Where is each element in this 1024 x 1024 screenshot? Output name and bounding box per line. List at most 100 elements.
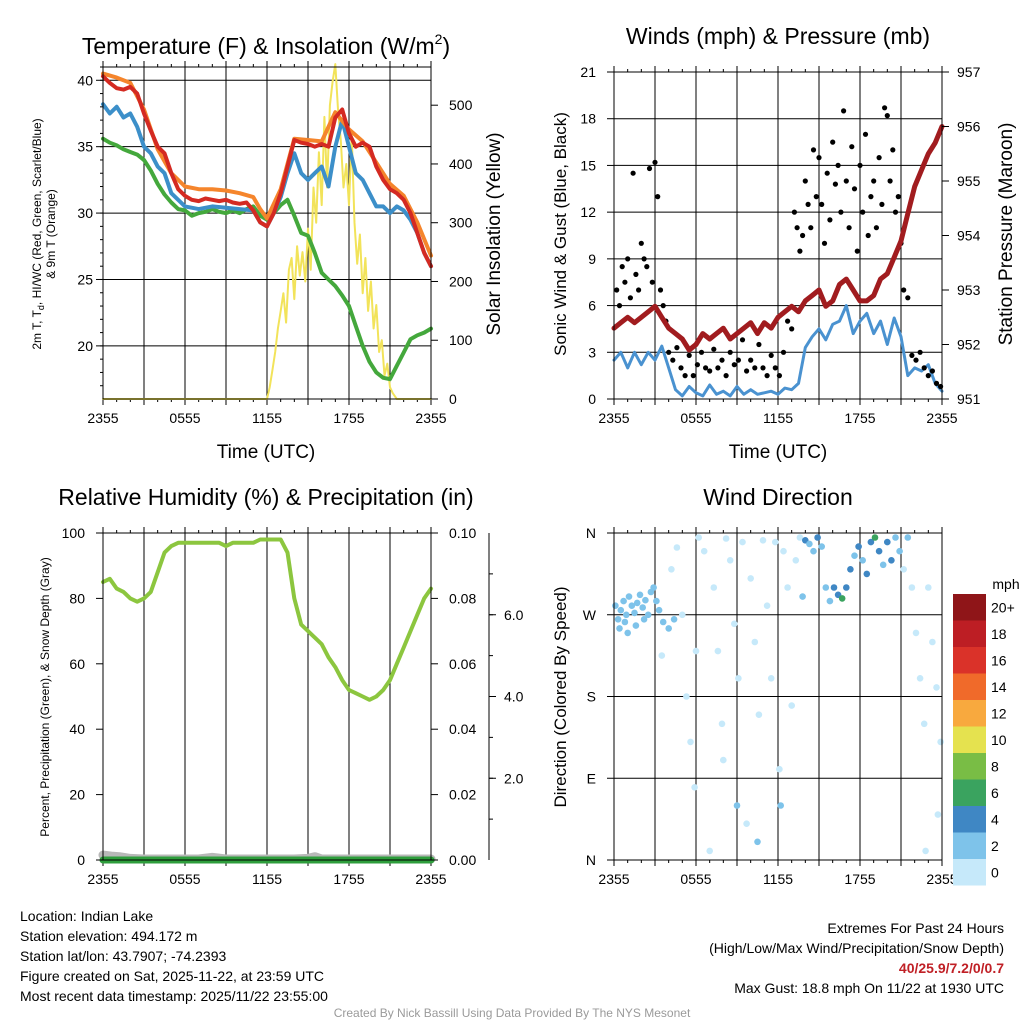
rh-y-tick-label: 60 [69, 656, 85, 672]
dir-time-tick-label: 1155 [763, 871, 793, 887]
wind-direction-point [792, 557, 800, 564]
gust-point [849, 144, 855, 150]
wind-y-tick-label: 3 [588, 344, 596, 360]
gust-point [905, 295, 911, 301]
wind-direction-point [639, 604, 646, 611]
gust-point [727, 349, 733, 355]
dir-y-tick-label: S [587, 689, 596, 705]
dir-time-tick-label: 1755 [844, 871, 875, 887]
gust-point [707, 368, 713, 374]
gust-point [805, 201, 811, 207]
wind-direction-point [625, 593, 633, 600]
wind-direction-point [733, 802, 741, 809]
station-info: Location: Indian Lake Station elevation:… [20, 906, 328, 1006]
gust-point [791, 209, 798, 215]
wind-direction-point [796, 534, 804, 541]
wind-y-tick-label: 18 [580, 111, 596, 127]
rh-y2-tick-label: 0.06 [449, 656, 476, 672]
rh-y2-tick-label: 0.04 [449, 721, 476, 737]
dir-y-tick-label: N [586, 852, 596, 868]
wind-direction-point [871, 534, 879, 541]
wind-time-tick-label: 1755 [844, 410, 875, 426]
wind-direction-point [726, 557, 734, 564]
gust-point [772, 365, 778, 371]
temp-y2-tick-label: 0 [449, 391, 457, 407]
wind-direction-point [888, 557, 895, 564]
wind-direction-point [788, 702, 795, 709]
gust-point [723, 373, 729, 379]
rh-time-tick-label: 2355 [415, 871, 446, 887]
gust-point [666, 349, 672, 355]
rh-panel-title: Relative Humidity (%) & Precipitation (i… [58, 484, 473, 510]
gust-point [857, 162, 863, 168]
gust-point [678, 365, 684, 371]
wind-direction-point [810, 547, 817, 555]
wind-direction-point [628, 602, 636, 609]
wind-direction-point [642, 596, 649, 604]
gust-point [854, 248, 860, 254]
temp-panel-title: Temperature (F) & Insolation (W/m2) [82, 31, 450, 59]
temp-time-tick-label: 2355 [87, 410, 118, 426]
extremes-info: Extremes For Past 24 Hours (High/Low/Max… [709, 918, 1004, 998]
elevation-text: Station elevation: 494.172 m [20, 928, 198, 944]
wind-direction-point [875, 547, 883, 555]
gust-point [752, 365, 758, 371]
gust-point [909, 352, 915, 358]
gust-point [638, 240, 644, 246]
rh-y-tick-label: 80 [69, 590, 85, 606]
gust-point [686, 352, 692, 358]
wind-y-tick-label: 9 [588, 251, 596, 267]
gust-point [616, 303, 623, 309]
rh-y2-tick-label: 0.02 [449, 787, 476, 803]
gust-point [827, 217, 833, 223]
gust-point [832, 181, 839, 187]
legend-label: 16 [991, 652, 1007, 668]
legend-label: 4 [991, 811, 999, 827]
temp-y2-tick-label: 400 [449, 156, 473, 172]
gust-point [913, 357, 919, 363]
wind-time-tick-label: 2355 [598, 410, 629, 426]
gust-point [694, 362, 701, 368]
gust-point [917, 349, 923, 355]
gust-point [933, 380, 940, 386]
wind-direction-point [683, 693, 690, 700]
gust-point [892, 209, 899, 215]
gust-point [744, 368, 750, 374]
temp-time-tick-label: 2355 [415, 410, 446, 426]
gust-point [862, 131, 869, 137]
temp-y-left-label: 2m T, Td, HI/WC (Red, Green, Scarlet/Blu… [30, 118, 46, 349]
dir-time-tick-label: 2355 [926, 871, 957, 887]
wind-direction-point [776, 765, 783, 773]
wind-direction-point [612, 602, 619, 609]
wind-direction-point [735, 675, 742, 682]
gust-point [652, 159, 658, 165]
rh-y-tick-label: 0 [77, 852, 85, 868]
wind-direction-point [747, 575, 754, 582]
wind-direction-point [658, 652, 666, 659]
insolation-line [102, 63, 432, 400]
wind-direction-point [818, 543, 825, 550]
wind-y-tick-label: 6 [588, 298, 596, 314]
gust-point [756, 341, 762, 348]
legend-title: mph [992, 576, 1019, 592]
gust-point [625, 256, 631, 262]
dir-time-tick-label: 0555 [680, 871, 711, 887]
legend-label: 10 [991, 732, 1007, 748]
wind-direction-point [763, 602, 771, 609]
wind-direction-point [617, 606, 625, 614]
dir-y-left-label: Direction (Colored By Speed) [551, 586, 570, 807]
rh-y-tick-label: 40 [69, 721, 85, 737]
rh-time-tick-label: 1155 [252, 871, 282, 887]
wind-direction-point [722, 535, 730, 542]
wind-direction-point [706, 847, 713, 855]
dir-y-tick-label: N [586, 525, 596, 541]
temp-y2-tick-label: 100 [449, 332, 473, 348]
legend-color-swatch [953, 594, 986, 621]
wind-direction-point [695, 534, 702, 541]
gust-point [797, 248, 803, 254]
temp-y-tick-label: 30 [77, 205, 93, 221]
wind-direction-point [859, 557, 866, 564]
wind-direction-point [896, 547, 903, 555]
wind-direction-point [692, 647, 700, 655]
